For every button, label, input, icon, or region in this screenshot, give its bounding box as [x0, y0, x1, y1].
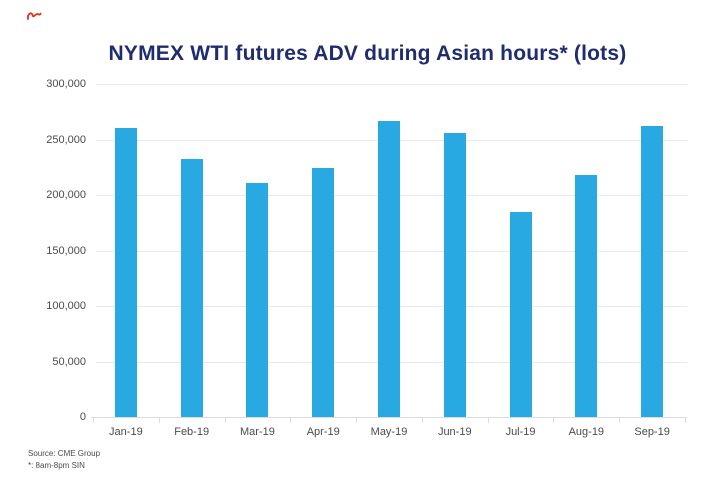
bar-May-19 [378, 120, 400, 417]
bar-Aug-19 [575, 175, 598, 417]
x-tick-label-Jun-19: Jun-19 [437, 426, 472, 438]
x-axis-tick [619, 417, 621, 423]
x-axis-tick [290, 417, 292, 423]
x-tick-label-Sep-19: Sep-19 [634, 426, 670, 438]
x-tick-label-Jan-19: Jan-19 [109, 426, 143, 438]
x-axis-tick [224, 417, 226, 423]
bar-Mar-19 [246, 182, 269, 417]
bar-Jun-19 [443, 132, 466, 417]
red-scribble-mark [27, 12, 42, 20]
y-tick-label-100000: 100,000 [46, 300, 86, 312]
chart-title: NYMEX WTI futures ADV during Asian hours… [108, 42, 627, 65]
bar-Feb-19 [180, 159, 203, 417]
y-tick-label-300000: 300,000 [46, 78, 86, 90]
bar-Sep-19 [641, 126, 664, 417]
y-axis-labels: 0 50,000 100,000 150,000 200,000 250,000 300,0… [0, 78, 86, 423]
y-tick-label-50000: 50,000 [52, 355, 86, 368]
footnote-line: *: 8am-8pm SIN [28, 461, 85, 470]
x-tick-label-Mar-19: Mar-19 [240, 426, 275, 438]
bar-chart-plot-area: Jan-19 Feb-19 Mar-19 Apr-19 May-19 Jun-19 Jul-… [91, 84, 687, 438]
y-tick-label-250000: 250,000 [46, 133, 86, 146]
x-tick-label-May-19: May-19 [370, 426, 408, 438]
bar-Jan-19 [114, 128, 137, 417]
x-axis-tick [356, 417, 358, 423]
y-tick-label-200000: 200,000 [46, 189, 86, 201]
bar-Jul-19 [509, 211, 532, 417]
y-tick-label-150000: 150,000 [46, 244, 86, 257]
source-line: Source: CME Group [28, 449, 101, 458]
x-axis-line [91, 417, 687, 418]
x-axis-tick [553, 417, 555, 423]
x-axis-tick [421, 417, 423, 423]
gridline-300000 [96, 84, 687, 85]
x-axis-tick [158, 417, 160, 423]
x-axis-tick [93, 417, 94, 423]
x-tick-label-Jul-19: Jul-19 [505, 426, 536, 438]
y-tick-label-0: 0 [79, 411, 86, 423]
x-tick-label-Apr-19: Apr-19 [306, 426, 340, 438]
x-axis-tick [685, 417, 686, 423]
bar-Apr-19 [312, 168, 335, 417]
x-tick-label-Aug-19: Aug-19 [568, 426, 605, 438]
x-tick-label-Feb-19: Feb-19 [174, 426, 210, 438]
x-axis-tick [487, 417, 489, 423]
source-footnote: Source: CME Group *: 8am-8pm SIN [28, 448, 100, 472]
